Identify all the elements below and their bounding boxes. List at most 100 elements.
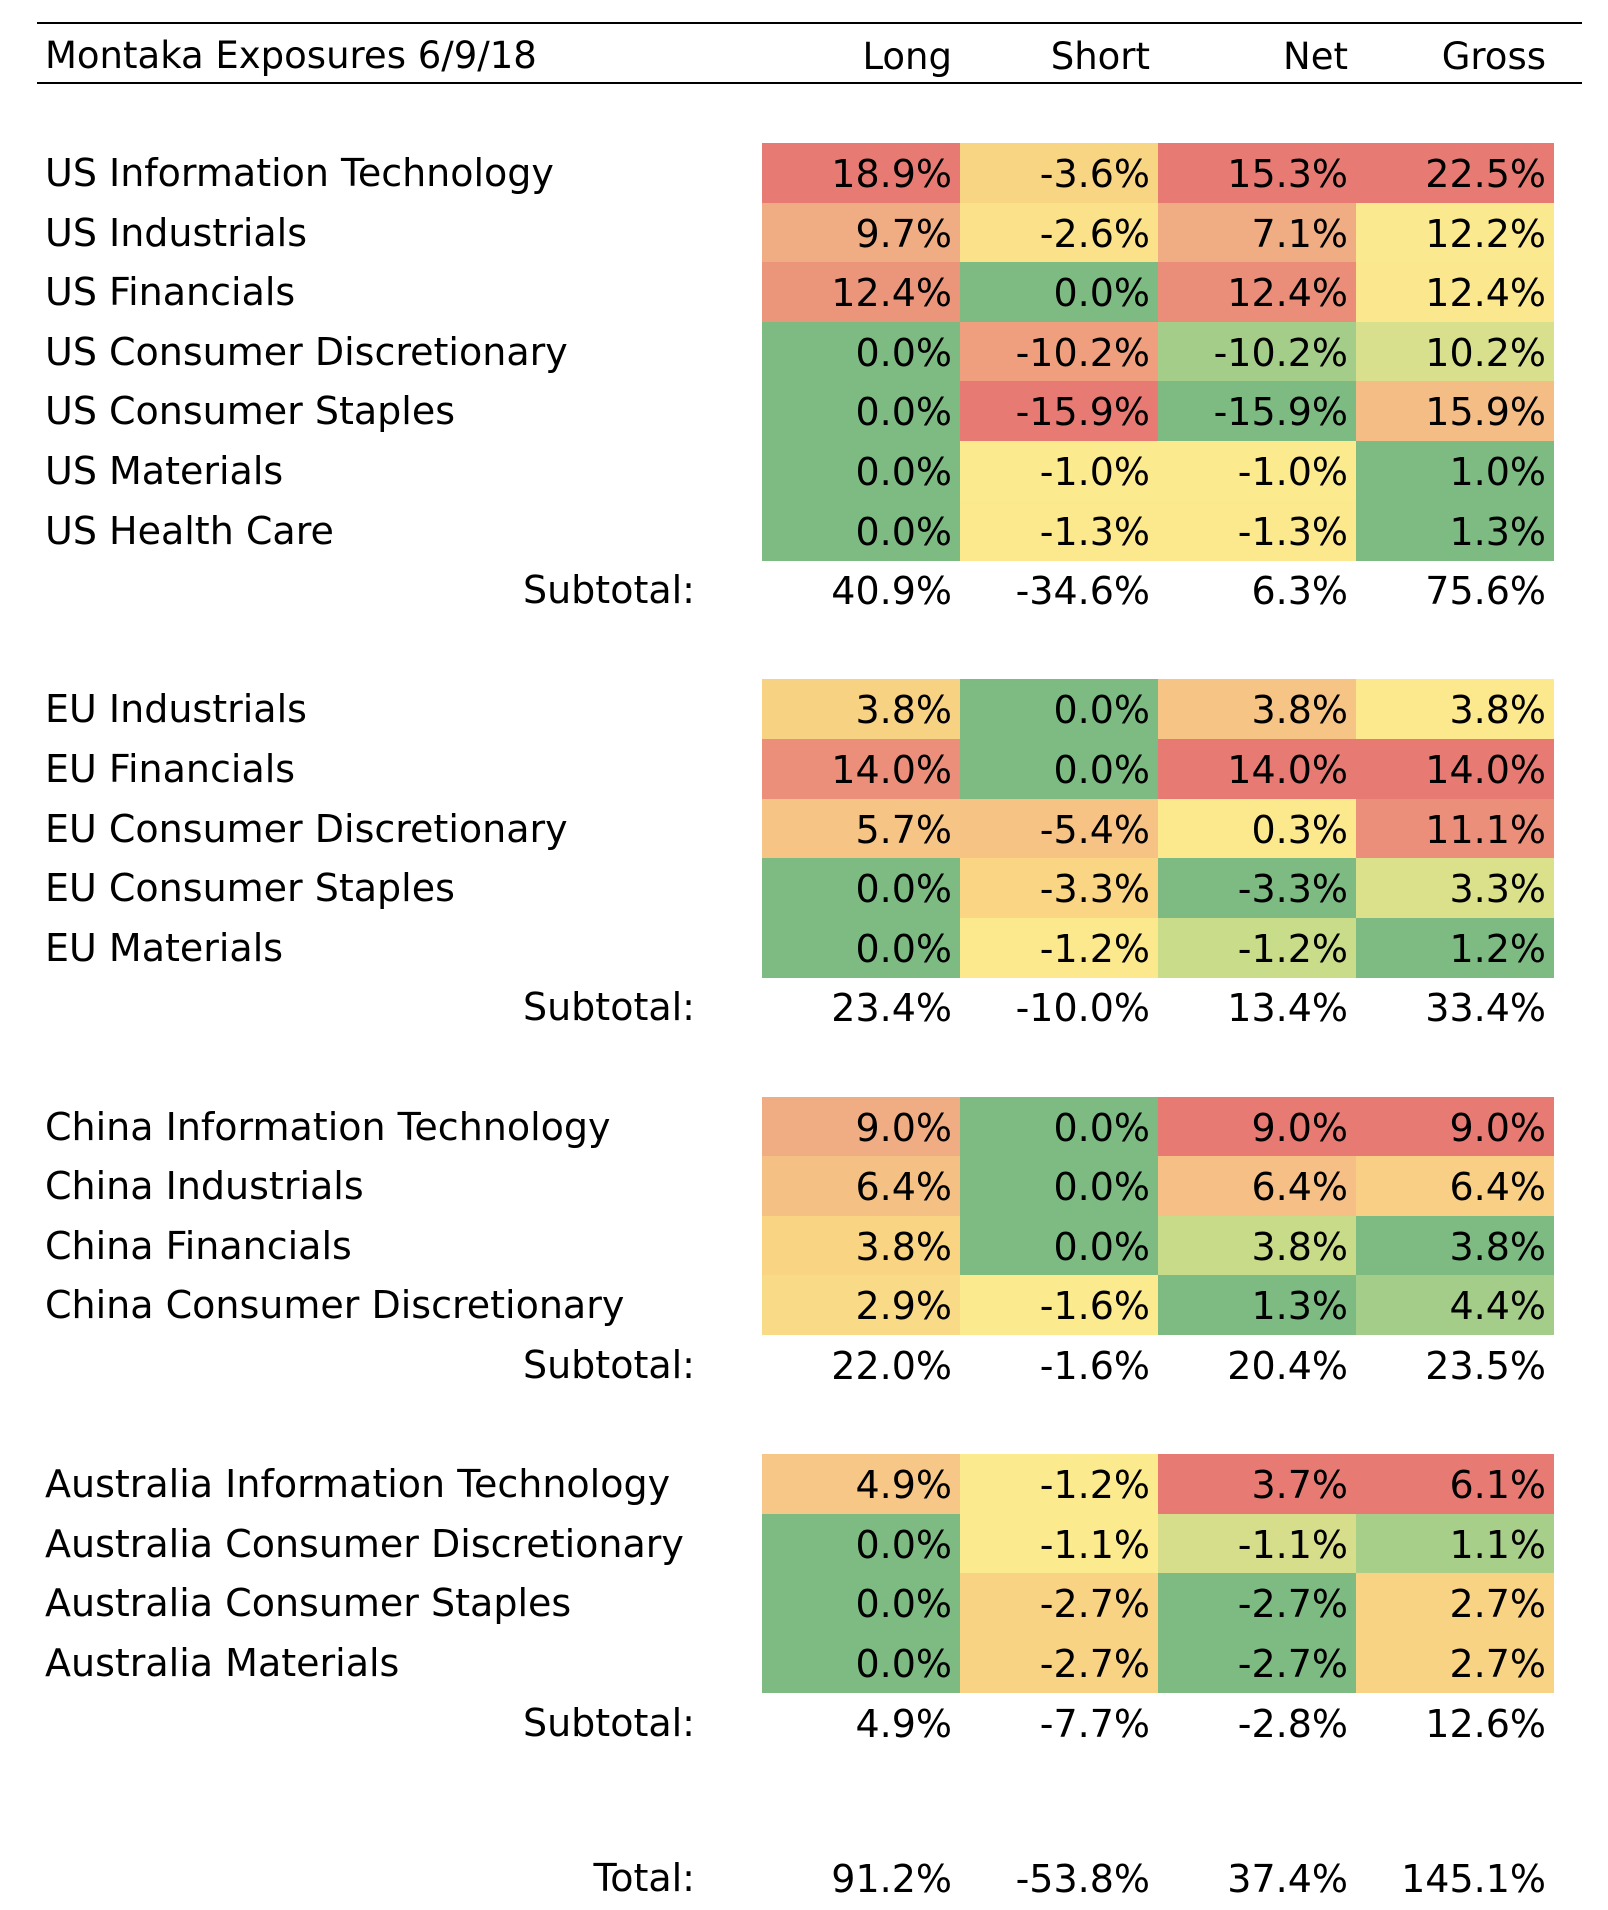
table-row: China Financials 3.8% 0.0% 3.8% 3.8% [0,1216,1608,1276]
total-value: -53.8% [1015,1857,1150,1901]
value-cell: 1.1% [1356,1514,1554,1574]
table-row: EU Materials 0.0% -1.2% -1.2% 1.2% [0,918,1608,978]
table-row: US Materials 0.0% -1.0% -1.0% 1.0% [0,441,1608,501]
table-row: US Consumer Discretionary 0.0% -10.2% -10.2… [0,322,1608,382]
value-cell: 12.4% [1356,262,1554,322]
subtotal-value: 33.4% [1425,986,1546,1030]
value-cell: 0.0% [762,1633,960,1693]
value-cell: 6.1% [1356,1454,1554,1514]
row-label: China Financials [45,1224,352,1268]
row-label: US Materials [45,449,284,493]
row-label: Australia Information Technology [45,1462,671,1506]
value-cell: 0.3% [1158,799,1356,859]
value-cell: 14.0% [1356,739,1554,799]
subtotal-value: 23.5% [1425,1344,1546,1388]
value-cell: 0.0% [762,1573,960,1633]
subtotal-label: Subtotal: [522,1701,695,1745]
row-label: China Industrials [45,1164,364,1208]
table-row: Australia Consumer Staples 0.0% -2.7% -2.7%… [0,1573,1608,1633]
value-cell: -1.6% [960,1275,1158,1335]
value-cell: -15.9% [1158,381,1356,441]
value-cell: 3.8% [1158,679,1356,739]
value-cell: 1.3% [1356,501,1554,561]
value-cell: 11.1% [1356,799,1554,859]
table-row: China Consumer Discretionary 2.9% -1.6% 1.3… [0,1275,1608,1335]
value-cell: 0.0% [762,322,960,382]
row-label: Australia Consumer Staples [45,1581,572,1625]
value-cell: -1.2% [960,1454,1158,1514]
value-cell: 0.0% [960,1156,1158,1216]
value-cell: -1.1% [960,1514,1158,1574]
table-row: EU Industrials 3.8% 0.0% 3.8% 3.8% [0,679,1608,739]
value-cell: 0.0% [960,679,1158,739]
value-cell: 18.9% [762,143,960,203]
value-cell: 9.0% [762,1097,960,1157]
table-row: China Information Technology 9.0% 0.0% 9.0%… [0,1097,1608,1157]
subtotal-row: Subtotal: 22.0% -1.6% 20.4% 23.5% [0,1335,1608,1395]
value-cell: -3.3% [960,858,1158,918]
value-cell: 0.0% [762,441,960,501]
value-cell: -3.3% [1158,858,1356,918]
table-row: Australia Consumer Discretionary 0.0% -1.1… [0,1514,1608,1574]
value-cell: -1.0% [960,441,1158,501]
table-row: US Information Technology 18.9% -3.6% 15.3%… [0,143,1608,203]
row-label: Australia Materials [45,1641,400,1685]
row-label: EU Consumer Discretionary [45,807,568,851]
value-cell: 0.0% [960,1216,1158,1276]
value-cell: 0.0% [762,1514,960,1574]
row-label: US Financials [45,270,296,314]
row-label: US Consumer Discretionary [45,330,568,374]
value-cell: 3.8% [762,679,960,739]
value-cell: -1.0% [1158,441,1356,501]
value-cell: 14.0% [762,739,960,799]
table-row: EU Consumer Staples 0.0% -3.3% -3.3% 3.3% [0,858,1608,918]
row-label: Australia Consumer Discretionary [45,1522,684,1566]
table-title: Montaka Exposures 6/9/18 [45,34,537,77]
value-cell: -1.3% [960,501,1158,561]
value-cell: -2.7% [1158,1573,1356,1633]
table-row: US Financials 12.4% 0.0% 12.4% 12.4% [0,262,1608,322]
total-value: 145.1% [1401,1857,1546,1901]
subtotal-value: 40.9% [831,569,952,613]
subtotal-row: Subtotal: 40.9% -34.6% 6.3% 75.6% [0,560,1608,620]
subtotal-label: Subtotal: [522,1343,695,1387]
value-cell: -2.7% [960,1633,1158,1693]
value-cell: 3.8% [1356,679,1554,739]
value-cell: -3.6% [960,143,1158,203]
row-label: EU Financials [45,747,296,791]
value-cell: -1.2% [960,918,1158,978]
subtotal-row: Subtotal: 4.9% -7.7% -2.8% 12.6% [0,1693,1608,1753]
row-label: US Consumer Staples [45,389,456,433]
row-label: EU Industrials [45,687,307,731]
subtotal-value: 75.6% [1425,569,1546,613]
value-cell: 9.0% [1356,1097,1554,1157]
subtotal-row: Subtotal: 23.4% -10.0% 13.4% 33.4% [0,977,1608,1037]
value-cell: 4.9% [762,1454,960,1514]
value-cell: 7.1% [1158,203,1356,263]
subtotal-value: 20.4% [1227,1344,1348,1388]
row-label: US Health Care [45,509,334,553]
value-cell: -2.6% [960,203,1158,263]
value-cell: 9.0% [1158,1097,1356,1157]
column-header-gross: Gross [1441,35,1546,78]
value-cell: 3.8% [762,1216,960,1276]
value-cell: 6.4% [1356,1156,1554,1216]
header-bottom-rule [37,82,1582,84]
value-cell: 3.3% [1356,858,1554,918]
value-cell: 1.2% [1356,918,1554,978]
subtotal-value: 6.3% [1251,569,1348,613]
subtotal-value: -34.6% [1015,569,1150,613]
table-row: China Industrials 6.4% 0.0% 6.4% 6.4% [0,1156,1608,1216]
value-cell: 6.4% [1158,1156,1356,1216]
value-cell: 0.0% [762,918,960,978]
subtotal-label: Subtotal: [522,568,695,612]
value-cell: 6.4% [762,1156,960,1216]
value-cell: 2.7% [1356,1633,1554,1693]
value-cell: 3.8% [1158,1216,1356,1276]
value-cell: 15.9% [1356,381,1554,441]
subtotal-value: 13.4% [1227,986,1348,1030]
header-row: Montaka Exposures 6/9/18 Long Short Net … [0,26,1608,86]
subtotal-value: 23.4% [831,986,952,1030]
total-label: Total: [593,1856,695,1900]
table-row: Australia Information Technology 4.9% -1.2… [0,1454,1608,1514]
